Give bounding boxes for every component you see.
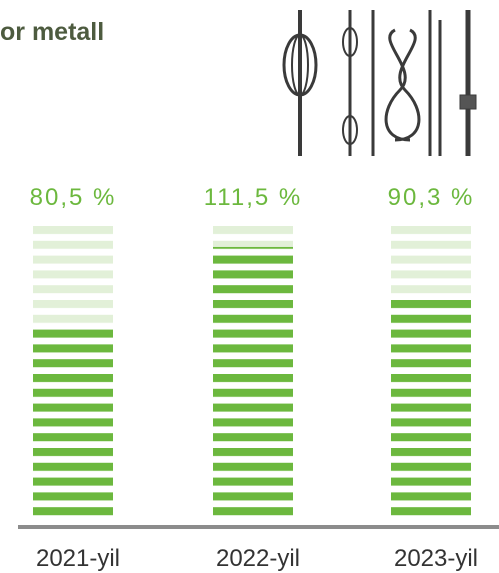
value-label: 90,3 % (388, 184, 475, 211)
value-label: 80,5 % (30, 184, 117, 211)
bar (391, 299, 471, 522)
balusters-image (272, 8, 494, 158)
x-tick-label: 2023-yil (394, 545, 478, 572)
chart-title: or metall (0, 18, 104, 46)
value-label: 111,5 % (204, 184, 303, 211)
bar (213, 246, 293, 522)
x-tick-label: 2021-yil (36, 545, 120, 572)
x-tick-label: 2022-yil (216, 545, 300, 572)
bar (33, 323, 113, 522)
